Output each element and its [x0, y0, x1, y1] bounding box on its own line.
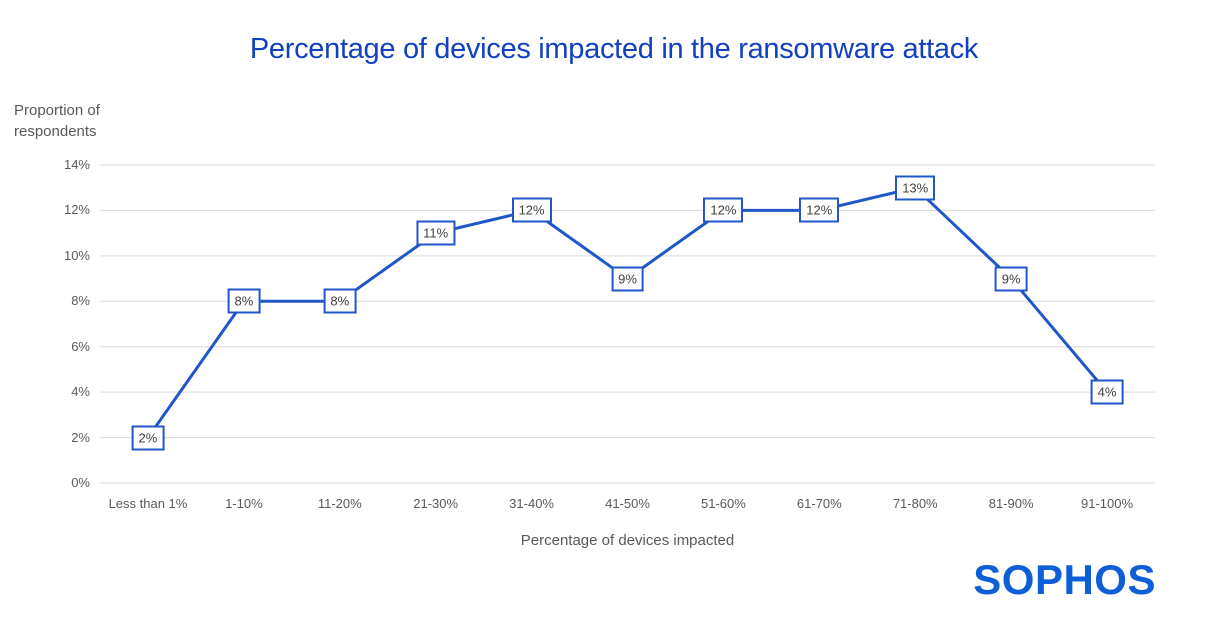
data-point-label: 11% [416, 220, 456, 246]
x-tick-label: 61-70% [796, 496, 842, 511]
x-tick-label: 51-60% [701, 496, 746, 511]
x-axis-title: Percentage of devices impacted [520, 532, 735, 549]
y-tick-label: 2% [71, 429, 90, 445]
y-axis-title: Proportion of respondents [14, 102, 100, 140]
data-point-label: 8% [227, 288, 261, 314]
x-tick-label: 81-90% [988, 496, 1034, 511]
data-point-label: 12% [703, 197, 744, 223]
data-point-label: 12% [511, 197, 552, 223]
sophos-logo: SOPHOS [973, 556, 1156, 603]
x-tick-label: 41-50% [605, 496, 650, 511]
data-point-label: 2% [131, 425, 165, 451]
y-tick-label: 14% [63, 157, 90, 172]
data-point-label: 9% [994, 266, 1028, 292]
data-point-label: 8% [323, 288, 357, 314]
data-point-label: 13% [895, 175, 936, 201]
y-tick-label: 10% [63, 247, 90, 263]
x-tick-label: 21-30% [413, 496, 459, 511]
x-tick-label: Less than 1% [108, 496, 188, 511]
data-point-label: 9% [611, 266, 644, 292]
plot-area: 2% 8% 8% 11% 12% 9% 12% 12% 13% 9% 4% [100, 164, 1155, 484]
chart-title: Percentage of devices impacted in the ra… [249, 33, 979, 65]
y-tick-label: 0% [71, 475, 90, 490]
x-tick-label: 71-80% [892, 496, 938, 511]
data-point-label: 4% [1090, 379, 1124, 405]
x-tick-label: 1-10% [225, 496, 263, 511]
data-point-label: 12% [799, 197, 840, 223]
y-tick-label: 12% [63, 202, 90, 218]
y-tick-label: 4% [71, 384, 90, 400]
line-chart-svg [100, 164, 1155, 484]
y-tick-label: 6% [71, 338, 90, 354]
data-line [146, 186, 1109, 439]
x-tick-label: 31-40% [509, 496, 554, 511]
y-tick-label: 8% [71, 293, 90, 309]
x-tick-label: 11-20% [317, 496, 362, 511]
x-tick-label: 91-100% [1081, 496, 1134, 511]
